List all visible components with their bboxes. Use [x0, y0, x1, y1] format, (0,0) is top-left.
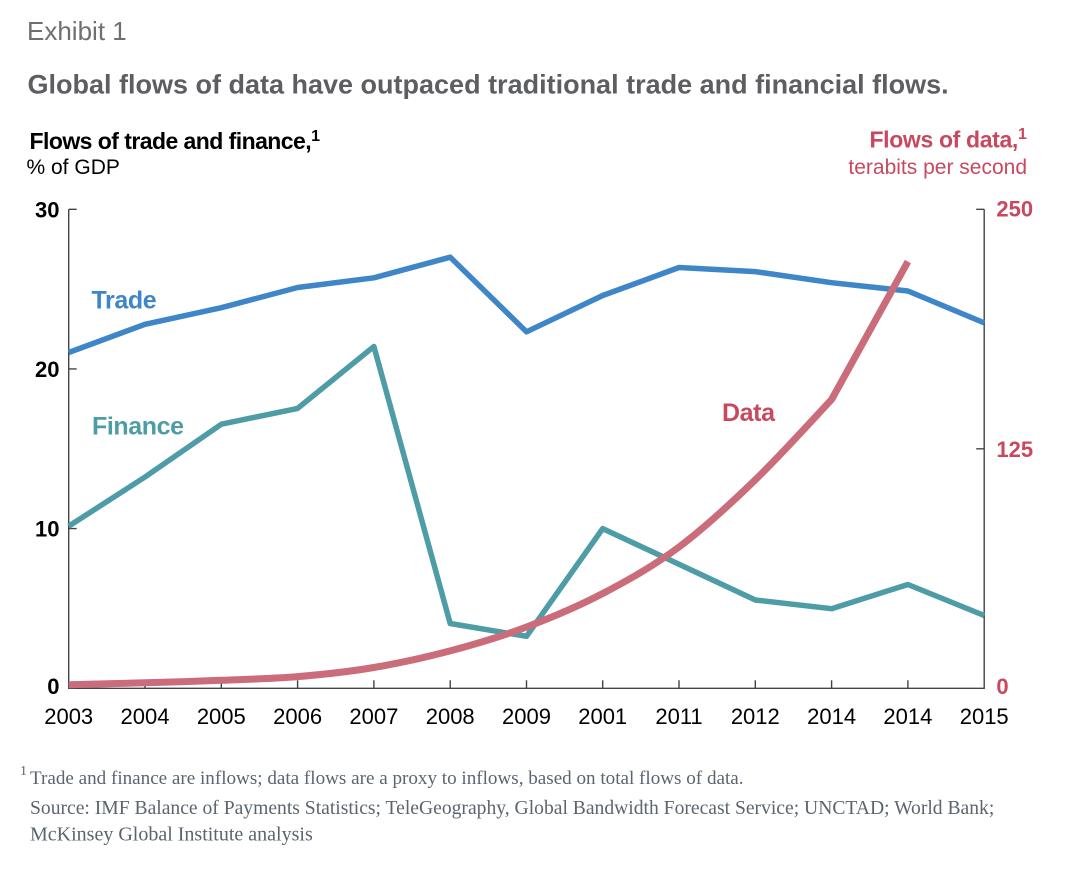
svg-text:10: 10: [35, 517, 59, 542]
svg-text:2007: 2007: [349, 704, 398, 729]
svg-text:30: 30: [35, 197, 59, 222]
svg-text:20: 20: [35, 357, 59, 382]
svg-text:terabits per second: terabits per second: [848, 156, 1027, 179]
svg-text:Flows of trade and finance,1: Flows of trade and finance,1: [30, 128, 321, 154]
svg-text:1: 1: [20, 764, 27, 779]
svg-text:2005: 2005: [197, 704, 246, 729]
svg-text:Data: Data: [722, 399, 776, 427]
svg-text:2006: 2006: [273, 704, 322, 729]
svg-text:Exhibit 1: Exhibit 1: [27, 16, 127, 46]
svg-text:2014: 2014: [807, 704, 856, 729]
svg-text:Flows of data,1: Flows of data,1: [869, 126, 1026, 153]
svg-text:2008: 2008: [426, 704, 475, 729]
svg-text:2001: 2001: [578, 704, 627, 729]
svg-text:2003: 2003: [44, 704, 93, 729]
svg-text:Trade: Trade: [92, 287, 157, 315]
svg-text:0: 0: [996, 674, 1008, 699]
svg-text:% of GDP: % of GDP: [27, 156, 120, 179]
svg-text:McKinsey Global Institute anal: McKinsey Global Institute analysis: [30, 824, 313, 846]
svg-text:2012: 2012: [731, 704, 780, 729]
svg-text:2004: 2004: [121, 704, 170, 729]
svg-text:2015: 2015: [960, 704, 1009, 729]
svg-text:Trade and finance are inflows;: Trade and finance are inflows; data flow…: [30, 768, 744, 789]
svg-text:125: 125: [996, 437, 1033, 462]
svg-text:2014: 2014: [883, 704, 932, 729]
svg-text:2011: 2011: [655, 704, 702, 729]
svg-text:Global flows of data have outp: Global flows of data have outpaced tradi…: [28, 70, 949, 100]
svg-text:0: 0: [47, 674, 59, 699]
svg-text:Finance: Finance: [92, 413, 184, 441]
svg-text:250: 250: [996, 197, 1033, 222]
svg-text:Source: IMF Balance of Payment: Source: IMF Balance of Payments Statisti…: [30, 798, 994, 819]
svg-text:2009: 2009: [502, 704, 551, 729]
